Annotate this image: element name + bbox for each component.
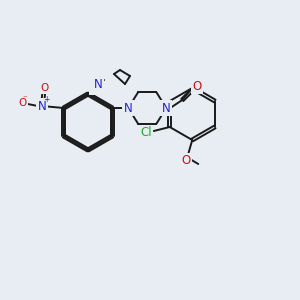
Text: Cl: Cl (140, 127, 152, 140)
Text: O: O (40, 83, 49, 93)
Text: +: + (44, 94, 50, 103)
Text: O: O (193, 80, 202, 92)
Text: N: N (38, 100, 46, 112)
Text: N: N (124, 101, 133, 115)
Text: O: O (19, 98, 27, 108)
Text: O: O (182, 154, 191, 167)
Text: N: N (94, 79, 102, 92)
Text: ⁻: ⁻ (22, 94, 27, 103)
Text: N: N (162, 101, 171, 115)
Text: H: H (91, 85, 98, 94)
